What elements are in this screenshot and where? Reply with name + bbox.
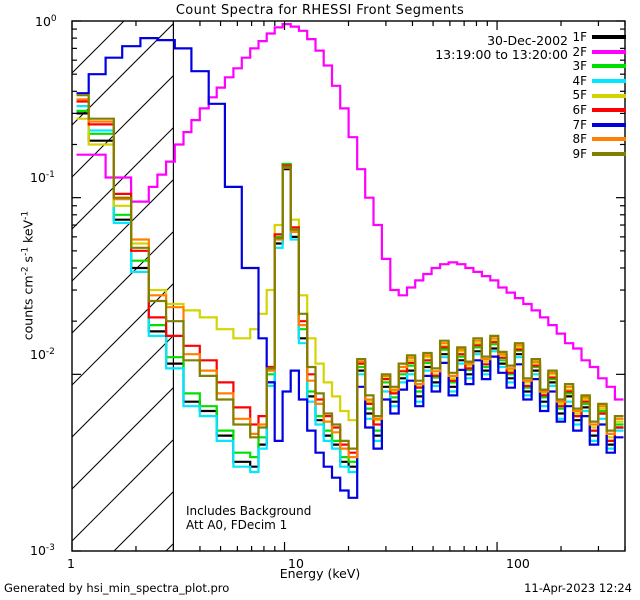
annotation-line1: Includes Background [186,504,312,518]
page-title: Count Spectra for RHESSI Front Segments [175,3,465,18]
legend-item[interactable]: 2F [572,45,626,60]
footer-timestamp: 11-Apr-2023 12:24 [524,581,632,595]
observation-time-range: 13:19:00 to 13:20:00 [435,47,568,62]
legend-label: 9F [572,146,587,161]
legend-swatch [592,64,626,69]
footer-generator: Generated by hsi_min_spectra_plot.pro [4,581,230,595]
observation-date: 30-Dec-2002 [487,33,568,48]
y-tick-1e-3: 10-3 [30,543,55,559]
legend-swatch [592,49,626,54]
legend-swatch [592,93,626,98]
legend-label: 4F [572,73,587,88]
legend-label: 2F [572,44,587,59]
annotation-line2: Att A0, FDecim 1 [186,518,288,532]
y-tick-1e0: 100 [35,14,57,30]
x-tick-100: 100 [506,556,530,571]
legend-swatch [592,108,626,113]
x-tick-10: 10 [288,556,304,571]
legend-label: 3F [572,59,587,74]
x-tick-1: 1 [67,556,75,571]
legend-swatch [592,122,626,127]
legend-label: 7F [572,117,587,132]
y-axis-label: counts cm-2 s-1 keV-1 [20,210,36,341]
legend-swatch [592,137,626,142]
legend-label: 8F [572,132,587,147]
legend-item[interactable]: 8F [572,132,626,147]
legend-item[interactable]: 6F [572,103,626,118]
legend-item[interactable]: 9F [572,147,626,162]
legend-label: 6F [572,102,587,117]
legend-label: 1F [572,30,587,44]
legend-item[interactable]: 4F [572,74,626,89]
y-tick-1e-2: 10-2 [30,347,55,363]
legend-item[interactable]: 3F [572,59,626,74]
legend-item[interactable]: 1F [572,30,626,45]
legend: 1F 2F 3F 4F 5F 6F 7F 8F [572,30,626,161]
legend-item[interactable]: 7F [572,118,626,133]
y-tick-1e-1: 10-1 [30,170,55,186]
legend-item[interactable]: 5F [572,88,626,103]
legend-label: 5F [572,88,587,103]
legend-swatch [592,79,626,84]
legend-swatch [592,35,626,40]
legend-swatch [592,152,626,157]
x-axis-label: Energy (keV) [279,566,361,581]
